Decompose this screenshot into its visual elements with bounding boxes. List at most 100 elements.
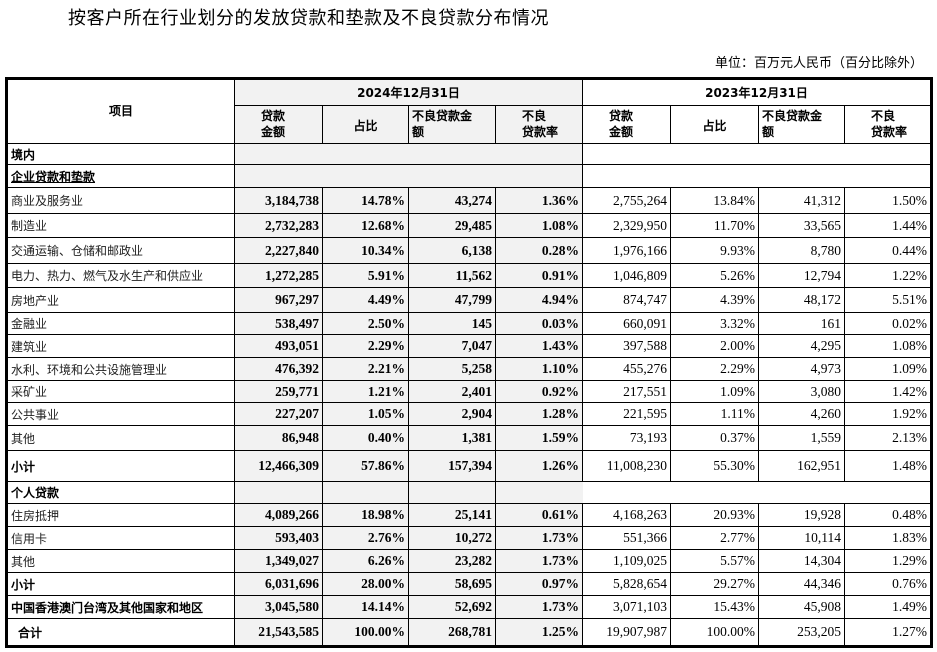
cell-2024-npl-amount: 52,692: [408, 595, 496, 619]
section-personal: 个人贷款: [6, 481, 932, 504]
empty-cell: [322, 143, 409, 165]
cell-2023-npl-amount: 33,565: [758, 213, 845, 238]
row-label: 公共事业: [6, 402, 235, 426]
empty-cell: [322, 481, 409, 504]
cell-2024-npl-amount: 2,904: [408, 402, 496, 426]
section-label: 企业贷款和垫款: [6, 164, 235, 188]
cell-2023-npl-ratio: 1.44%: [844, 213, 932, 238]
empty-cell: [582, 164, 671, 188]
cell-2023-npl-ratio: 2.13%: [844, 425, 932, 451]
cell-2024-loan-amount: 21,543,585: [234, 618, 323, 647]
cell-2023-npl-amount: 162,951: [758, 450, 845, 482]
cell-2024-loan-amount: 967,297: [234, 287, 323, 313]
loan-distribution-table: 项目 2024年12月31日 2023年12月31日 贷款 金额 占比 不良贷款金 …: [5, 77, 933, 648]
table-row: 电力、热力、燃气及水生产和供应业 1,272,285 5.91% 11,562 0.91…: [6, 263, 932, 288]
empty-cell: [758, 143, 845, 165]
cell-2023-npl-ratio: 5.51%: [844, 287, 932, 313]
empty-cell: [844, 143, 932, 165]
cell-2023-npl-amount: 253,205: [758, 618, 845, 647]
cell-2024-share: 4.49%: [322, 287, 409, 313]
table-row: 商业及服务业 3,184,738 14.78% 43,274 1.36% 2,755,26…: [6, 187, 932, 214]
row-label: 建筑业: [6, 334, 235, 358]
personal-subtotal-row: 小计 6,031,696 28.00% 58,695 0.97% 5,828,654 29.…: [6, 572, 932, 596]
cell-2024-loan-amount: 2,732,283: [234, 213, 323, 238]
cell-2023-loan-amount: 455,276: [582, 357, 671, 381]
header-item: 项目: [6, 78, 235, 144]
cell-2023-loan-amount: 4,168,263: [582, 503, 671, 527]
cell-2023-npl-amount: 10,114: [758, 526, 845, 550]
total-row: 合计 21,543,585 100.00% 268,781 1.25% 19,907,98…: [6, 618, 932, 647]
cell-2024-share: 28.00%: [322, 572, 409, 596]
subheader-2023-npl-ratio: 不良 贷款率: [844, 105, 932, 144]
cell-2023-npl-ratio: 1.22%: [844, 263, 932, 288]
cell-2023-npl-amount: 4,260: [758, 402, 845, 426]
cell-2023-share: 20.93%: [670, 503, 759, 527]
cell-2023-loan-amount: 11,008,230: [582, 450, 671, 482]
row-label: 其他: [6, 549, 235, 573]
cell-2023-npl-ratio: 1.08%: [844, 334, 932, 358]
cell-2023-npl-amount: 41,312: [758, 187, 845, 214]
table-row: 公共事业 227,207 1.05% 2,904 1.28% 221,595 1.11% 4,…: [6, 402, 932, 426]
empty-cell: [495, 164, 583, 188]
cell-2023-loan-amount: 19,907,987: [582, 618, 671, 647]
row-label: 制造业: [6, 213, 235, 238]
empty-cell: [844, 481, 932, 504]
table-row: 其他 1,349,027 6.26% 23,282 1.73% 1,109,025 5.57…: [6, 549, 932, 573]
cell-2023-npl-ratio: 1.50%: [844, 187, 932, 214]
subheader-2024-npl-amount: 不良贷款金 额: [408, 105, 496, 144]
cell-2024-share: 1.21%: [322, 380, 409, 403]
section-domestic: 境内: [6, 143, 932, 165]
row-label: 水利、环境和公共设施管理业: [6, 357, 235, 381]
cell-2023-npl-amount: 19,928: [758, 503, 845, 527]
cell-2024-npl-amount: 47,799: [408, 287, 496, 313]
cell-2024-loan-amount: 2,227,840: [234, 237, 323, 264]
cell-2024-loan-amount: 12,466,309: [234, 450, 323, 482]
cell-2023-share: 100.00%: [670, 618, 759, 647]
cell-2023-npl-amount: 4,973: [758, 357, 845, 381]
cell-2023-npl-amount: 44,346: [758, 572, 845, 596]
cell-2024-npl-amount: 145: [408, 312, 496, 335]
cell-2024-npl-amount: 2,401: [408, 380, 496, 403]
cell-2023-share: 11.70%: [670, 213, 759, 238]
cell-2024-npl-amount: 25,141: [408, 503, 496, 527]
row-label: 商业及服务业: [6, 187, 235, 214]
unit-note: 单位：百万元人民币（百分比除外）: [714, 56, 923, 71]
empty-cell: [322, 164, 409, 188]
cell-2024-share: 5.91%: [322, 263, 409, 288]
empty-cell: [408, 143, 496, 165]
cell-2024-npl-ratio: 1.10%: [495, 357, 583, 381]
header-2023: 2023年12月31日: [582, 78, 932, 106]
cell-2023-share: 5.57%: [670, 549, 759, 573]
cell-2024-share: 14.14%: [322, 595, 409, 619]
cell-2023-loan-amount: 874,747: [582, 287, 671, 313]
empty-cell: [844, 164, 932, 188]
row-label: 电力、热力、燃气及水生产和供应业: [6, 263, 235, 288]
cell-2023-npl-ratio: 0.44%: [844, 237, 932, 264]
cell-2023-share: 2.77%: [670, 526, 759, 550]
table-row: 其他 86,948 0.40% 1,381 1.59% 73,193 0.37% 1,559 2…: [6, 425, 932, 451]
cell-2024-npl-amount: 29,485: [408, 213, 496, 238]
empty-cell: [582, 481, 671, 504]
row-label: 交通运输、仓储和邮政业: [6, 237, 235, 264]
cell-2023-share: 1.11%: [670, 402, 759, 426]
row-label: 住房抵押: [6, 503, 235, 527]
cell-2024-share: 57.86%: [322, 450, 409, 482]
cell-2024-npl-ratio: 0.03%: [495, 312, 583, 335]
cell-2023-share: 1.09%: [670, 380, 759, 403]
cell-2024-npl-amount: 58,695: [408, 572, 496, 596]
cell-2023-loan-amount: 5,828,654: [582, 572, 671, 596]
table-row: 信用卡 593,403 2.76% 10,272 1.73% 551,366 2.77% 10…: [6, 526, 932, 550]
cell-2024-share: 1.05%: [322, 402, 409, 426]
section-label: 个人贷款: [6, 481, 235, 504]
table-row: 建筑业 493,051 2.29% 7,047 1.43% 397,588 2.00% 4,2…: [6, 334, 932, 358]
cell-2024-npl-ratio: 1.73%: [495, 595, 583, 619]
cell-2023-share: 2.00%: [670, 334, 759, 358]
cell-2023-npl-amount: 14,304: [758, 549, 845, 573]
cell-2023-npl-ratio: 1.83%: [844, 526, 932, 550]
cell-2024-npl-amount: 23,282: [408, 549, 496, 573]
cell-2023-share: 3.32%: [670, 312, 759, 335]
cell-2024-npl-amount: 268,781: [408, 618, 496, 647]
cell-2023-share: 9.93%: [670, 237, 759, 264]
cell-2023-npl-amount: 3,080: [758, 380, 845, 403]
table-row: 房地产业 967,297 4.49% 47,799 4.94% 874,747 4.39% 4…: [6, 287, 932, 313]
